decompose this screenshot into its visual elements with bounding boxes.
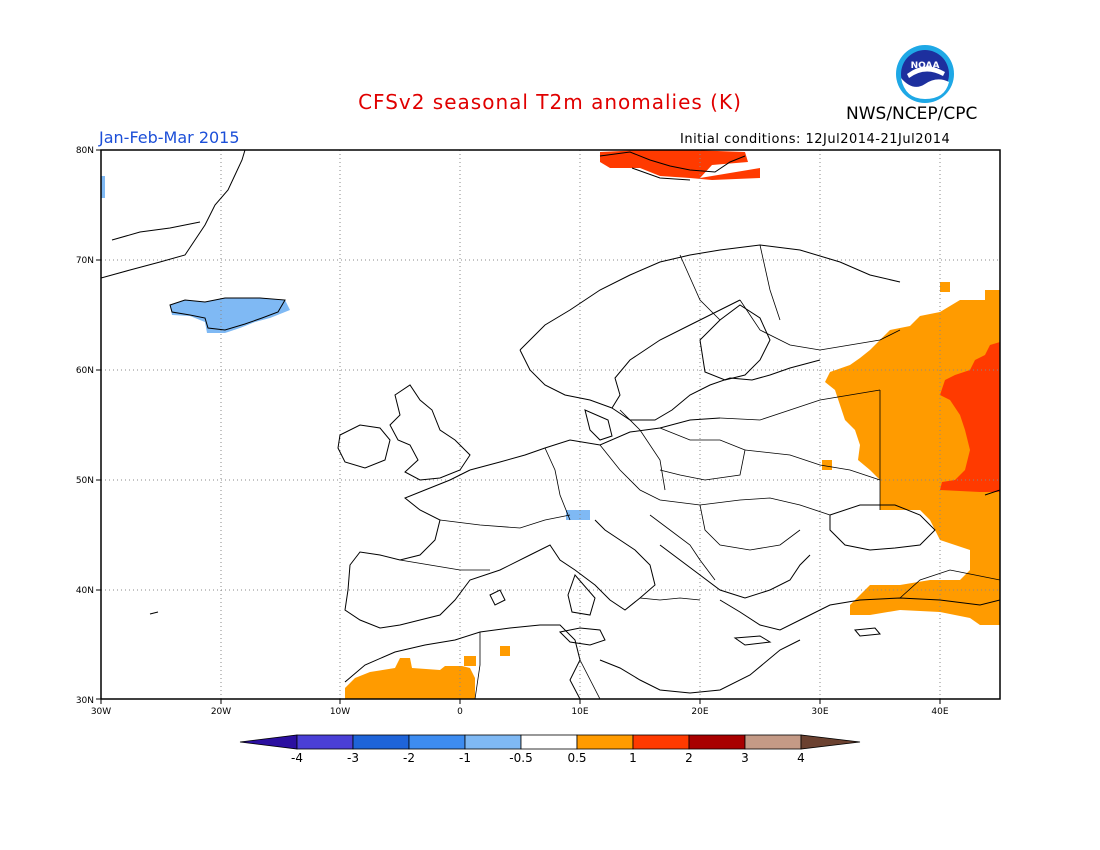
colorbar <box>239 734 861 750</box>
alps-cold-anomaly <box>566 510 590 520</box>
iceland-cold-anomaly <box>170 298 290 333</box>
east-warm-pixel <box>822 460 832 470</box>
colorbar-tick-label: 1 <box>629 751 637 765</box>
colorbar-tick-label: -4 <box>291 751 303 765</box>
north-africa-warm-pixel-2 <box>464 656 476 666</box>
lon-label: 20E <box>691 707 708 717</box>
tick-marks <box>96 149 941 704</box>
lon-label: 30E <box>811 707 828 717</box>
colorbar-arrow-right <box>800 734 861 750</box>
colorbar-tick-label: 4 <box>797 751 805 765</box>
lon-label: 20W <box>211 707 231 717</box>
map-frame <box>100 149 1001 700</box>
lat-label: 70N <box>76 256 94 266</box>
lat-label: 30N <box>76 696 94 706</box>
colorbar-segment <box>576 734 634 750</box>
lat-label: 40N <box>76 586 94 596</box>
colorbar-segment <box>520 734 578 750</box>
chart-title: CFSv2 seasonal T2m anomalies (K) <box>358 90 742 114</box>
lon-label: 10W <box>330 707 350 717</box>
lat-label: 50N <box>76 476 94 486</box>
colorbar-segment <box>744 734 802 750</box>
coastlines <box>101 150 1000 699</box>
east-strong-warm-anomaly <box>940 342 1000 492</box>
anomaly-shading <box>101 150 1000 699</box>
agency-label: NWS/NCEP/CPC <box>846 104 978 124</box>
colorbar-segment <box>688 734 746 750</box>
east-warm-anomaly-main <box>825 290 1000 625</box>
lon-label: 30W <box>91 707 111 717</box>
forecast-period: Jan-Feb-Mar 2015 <box>99 128 240 147</box>
colorbar-tick-label: -1 <box>459 751 471 765</box>
lon-label: 0 <box>457 707 463 717</box>
colorbar-segment <box>352 734 410 750</box>
noaa-logo-icon: NOAA <box>896 45 954 103</box>
initial-conditions: Initial conditions: 12Jul2014-21Jul2014 <box>680 132 951 147</box>
colorbar-tick-label: 3 <box>741 751 749 765</box>
colorbar-tick-label: -2 <box>403 751 415 765</box>
svalbard-warm-anomaly <box>600 150 760 180</box>
greenland-edge-cold <box>101 176 105 198</box>
country-borders <box>399 244 1000 699</box>
colorbar-tick-label: 2 <box>685 751 693 765</box>
lat-label: 60N <box>76 366 94 376</box>
colorbar-segment <box>296 734 354 750</box>
colorbar-segment <box>408 734 466 750</box>
colorbar-tick-label: -3 <box>347 751 359 765</box>
colorbar-segment <box>464 734 522 750</box>
lon-label: 40E <box>931 707 948 717</box>
colorbar-segment <box>632 734 690 750</box>
lat-label: 80N <box>76 146 94 156</box>
north-africa-warm-anomaly <box>345 658 475 699</box>
lon-label: 10E <box>571 707 588 717</box>
colorbar-tick-label: -0.5 <box>509 751 533 765</box>
east-warm-anomaly <box>940 282 950 292</box>
colorbar-arrow-left <box>239 734 298 750</box>
north-africa-warm-pixel <box>500 646 510 656</box>
colorbar-tick-label: 0.5 <box>567 751 587 765</box>
logo-text: NOAA <box>911 61 940 71</box>
